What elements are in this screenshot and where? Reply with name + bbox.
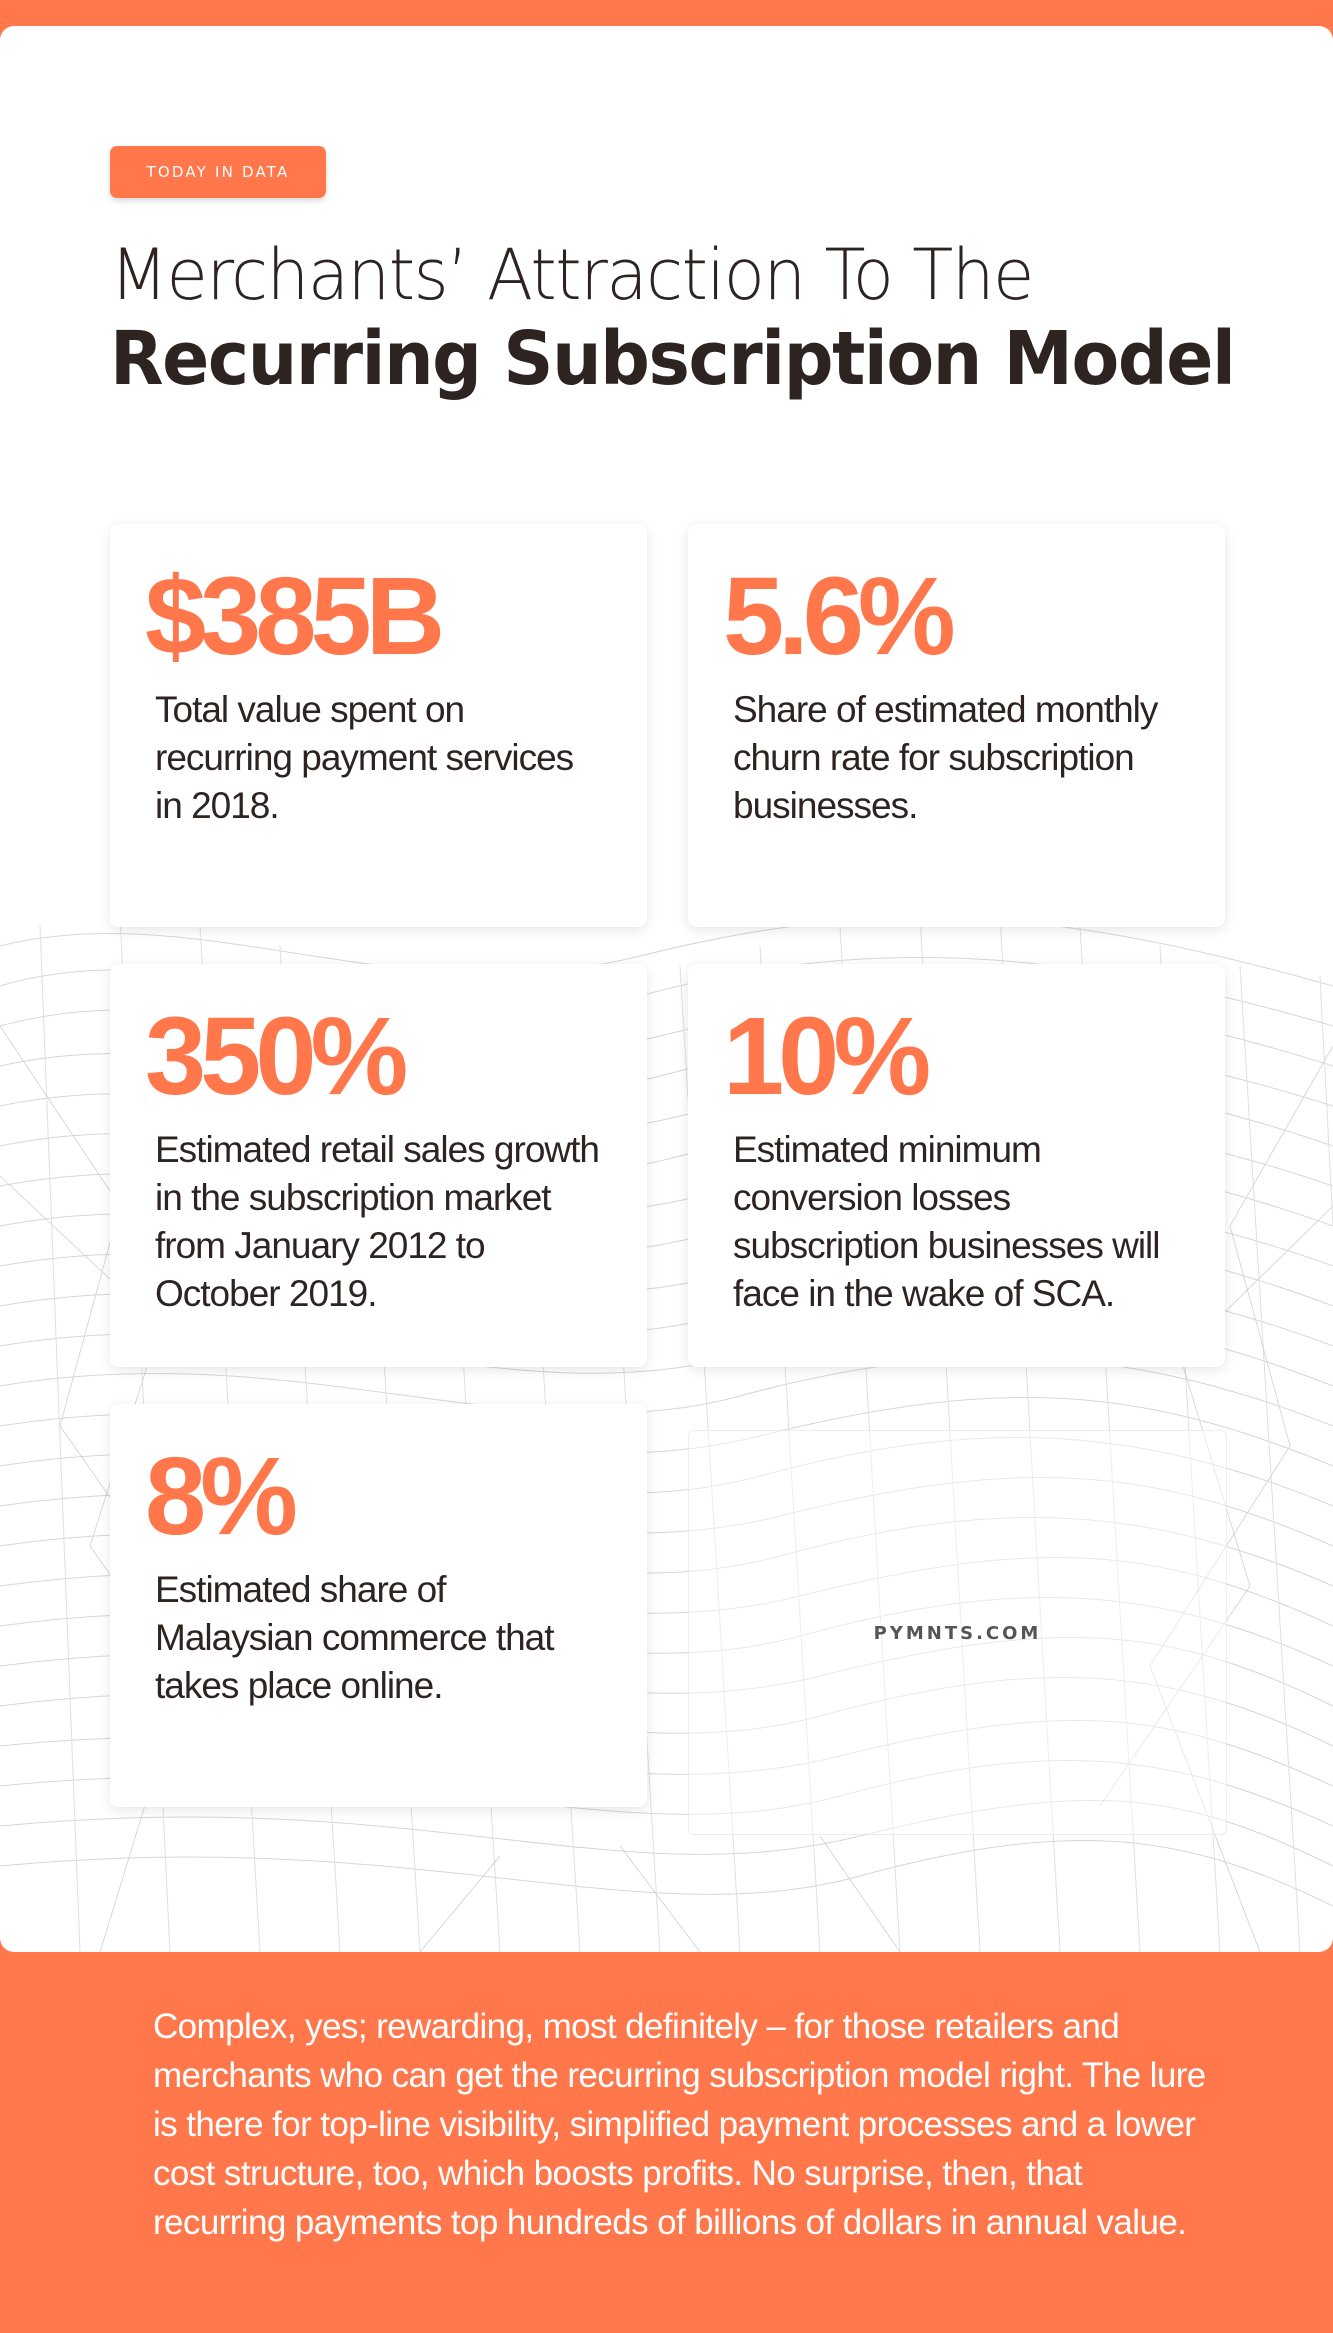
- top-accent-bar: [0, 0, 1333, 26]
- stat-description: Total value spent on recurring payment s…: [155, 689, 574, 826]
- stat-card-conversion-losses: 10% Estimated minimum conversion losses …: [688, 964, 1225, 1367]
- brand-card: PYMNTS.COM: [688, 1430, 1227, 1835]
- page-title-line2: Recurring Subscription Model: [110, 316, 1236, 402]
- stat-value: 8%: [145, 1435, 298, 1558]
- stat-card-malaysian-commerce: 8% Estimated share of Malaysian commerce…: [110, 1404, 647, 1807]
- stat-value: 5.6%: [723, 555, 956, 678]
- page-title-line1: Merchants’ Attraction To The: [110, 234, 1034, 316]
- footer-summary: Complex, yes; rewarding, most definitely…: [153, 2007, 1206, 2242]
- stat-card-retail-growth: 350% Estimated retail sales growth in th…: [110, 964, 647, 1367]
- stat-description: Estimated minimum conversion losses subs…: [733, 1129, 1160, 1314]
- stat-card-recurring-spend: $385B Total value spent on recurring pay…: [110, 524, 647, 927]
- stat-description: Estimated retail sales growth in the sub…: [155, 1129, 600, 1314]
- brand-logo-text: PYMNTS.COM: [873, 1623, 1042, 1644]
- main-panel: TODAY IN DATA Merchants’ Attraction To T…: [0, 26, 1333, 1952]
- stat-value: 10%: [723, 995, 931, 1118]
- stat-card-churn-rate: 5.6% Share of estimated monthly churn ra…: [688, 524, 1225, 927]
- stat-description: Share of estimated monthly churn rate fo…: [733, 689, 1158, 826]
- stat-description: Estimated share of Malaysian commerce th…: [155, 1569, 555, 1706]
- today-in-data-tag: TODAY IN DATA: [110, 146, 326, 198]
- stat-value: $385B: [145, 555, 445, 678]
- stat-value: 350%: [145, 995, 408, 1118]
